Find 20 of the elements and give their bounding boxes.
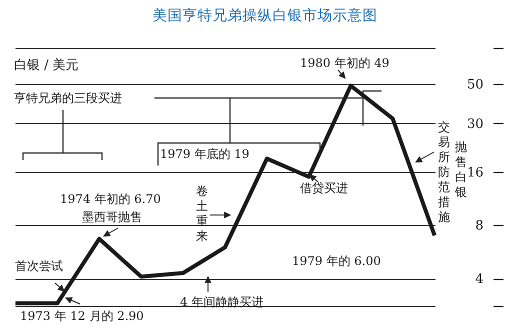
y-tick-label: 16 [466,165,484,180]
annotation: 卷土重来 [196,184,209,244]
annotation: 1974 年初的 6.70 [60,192,161,206]
annotation: 借贷买进 [300,181,348,196]
annotation: 1979 年底的 19 [160,147,250,162]
y-tick-label: 4 [475,272,484,288]
text: 1973 年 12 月的 2.90 [20,309,144,324]
y-tick-label: 50 [466,78,484,93]
annotation: 首次尝试 [15,259,63,274]
y-tick-label: 8 [475,218,484,234]
y-tick-label: 30 [466,116,484,132]
annotation: 墨西哥抛售 [82,210,142,224]
chart-title: 美国亨特兄弟操纵白银市场示意图 [152,6,378,25]
text: 抛售白银 [455,140,468,200]
y-axis-title: 白银 / 美元 [14,58,79,74]
annotation: 1979 年的 6.00 [292,254,381,268]
annotation: 1980 年初的 49 [300,56,390,70]
annotation: 亨特兄弟的三段买进 [14,91,122,106]
text: 交易所防范措施 [438,120,451,225]
annotation: 4 年间静静买进 [180,295,264,310]
